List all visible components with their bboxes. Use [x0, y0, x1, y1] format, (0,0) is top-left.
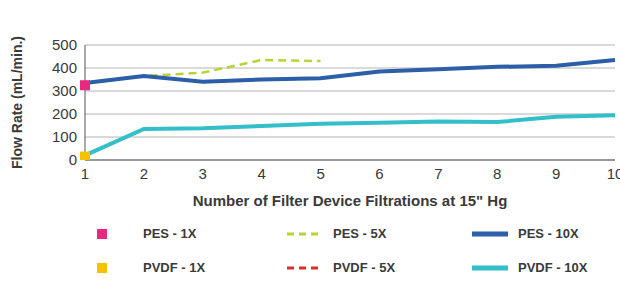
svg-text:100: 100 — [52, 128, 77, 145]
html-text:PES - 5X: PES - 5X — [333, 226, 387, 241]
svg-text:300: 300 — [52, 82, 77, 99]
svg-text:2: 2 — [140, 165, 148, 182]
svg-text:0: 0 — [69, 151, 77, 168]
svg-text:500: 500 — [52, 36, 77, 53]
html-text:PVDF - 1X: PVDF - 1X — [143, 260, 206, 275]
svg-text:400: 400 — [52, 59, 77, 76]
svg-text:10: 10 — [607, 165, 612, 182]
svg-text:200: 200 — [52, 105, 77, 122]
svg-text:Flow Rate (mL/min.): Flow Rate (mL/min.) — [9, 36, 25, 169]
svg-text:9: 9 — [552, 165, 560, 182]
svg-text:1: 1 — [81, 165, 89, 182]
html-text:PES - 1X: PES - 1X — [143, 226, 197, 241]
svg-text:6: 6 — [375, 165, 383, 182]
svg-text:8: 8 — [493, 165, 501, 182]
svg-text:7: 7 — [434, 165, 442, 182]
svg-text:3: 3 — [199, 165, 207, 182]
html-text:PVDF - 5X: PVDF - 5X — [333, 260, 396, 275]
html-text:PES - 10X: PES - 10X — [518, 226, 579, 241]
svg-text:Number of Filter Device Filtra: Number of Filter Device Filtrations at 1… — [193, 192, 508, 209]
svg-text:5: 5 — [316, 165, 324, 182]
svg-text:4: 4 — [257, 165, 265, 182]
html-text:PVDF - 10X: PVDF - 10X — [518, 260, 588, 275]
